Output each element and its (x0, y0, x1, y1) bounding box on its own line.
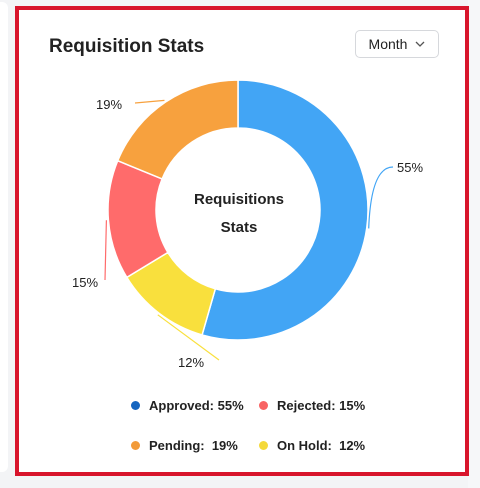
donut-slice-approved[interactable] (201, 79, 369, 341)
legend-item-pending[interactable]: Pending: 19% (131, 438, 259, 453)
leader-line-approved (368, 166, 394, 229)
legend-item-on-hold[interactable]: On Hold: 12% (259, 438, 365, 453)
donut-slice-pending[interactable] (116, 79, 239, 180)
donut-center-label: Requisitions Stats (179, 186, 299, 242)
data-label-pending: 19% (96, 97, 122, 112)
adjacent-card-edge (0, 2, 8, 472)
data-label-approved: 55% (397, 160, 423, 175)
data-label-rejected: 15% (72, 275, 98, 290)
legend-label-on-hold: On Hold: 12% (277, 437, 366, 453)
donut-chart: 55% 12% 15% 19% (72, 79, 423, 370)
requisition-stats-card: Requisition Stats Month 55% 12% 15% 19% Req… (15, 6, 469, 476)
on-hold-dot-icon (259, 440, 268, 450)
leader-line-pending (134, 99, 165, 104)
center-label-line-1: Requisitions (193, 191, 284, 208)
period-dropdown-value: Month (368, 36, 408, 52)
approved-dot-icon (131, 400, 140, 410)
leader-line-on-hold (157, 314, 220, 361)
rejected-dot-icon (259, 400, 268, 410)
legend-item-rejected[interactable]: Rejected: 15% (259, 398, 365, 413)
legend-label-rejected: Rejected: 15% (277, 397, 366, 413)
period-dropdown[interactable]: Month (355, 30, 439, 58)
leader-line-rejected (104, 220, 107, 281)
legend-item-approved[interactable]: Approved: 55% (131, 398, 259, 413)
legend-label-pending: Pending: 19% (149, 437, 238, 453)
center-label-line-2: Stats (220, 219, 258, 236)
chevron-down-icon (415, 41, 425, 47)
chart-legend: Approved: 55% Rejected: 15% Pending: 19%… (131, 392, 451, 472)
data-label-on-hold: 12% (178, 355, 204, 370)
card-title: Requisition Stats (49, 36, 205, 57)
page-right-strip (468, 0, 480, 488)
pending-dot-icon (131, 440, 140, 450)
legend-label-approved: Approved: 55% (149, 397, 244, 413)
